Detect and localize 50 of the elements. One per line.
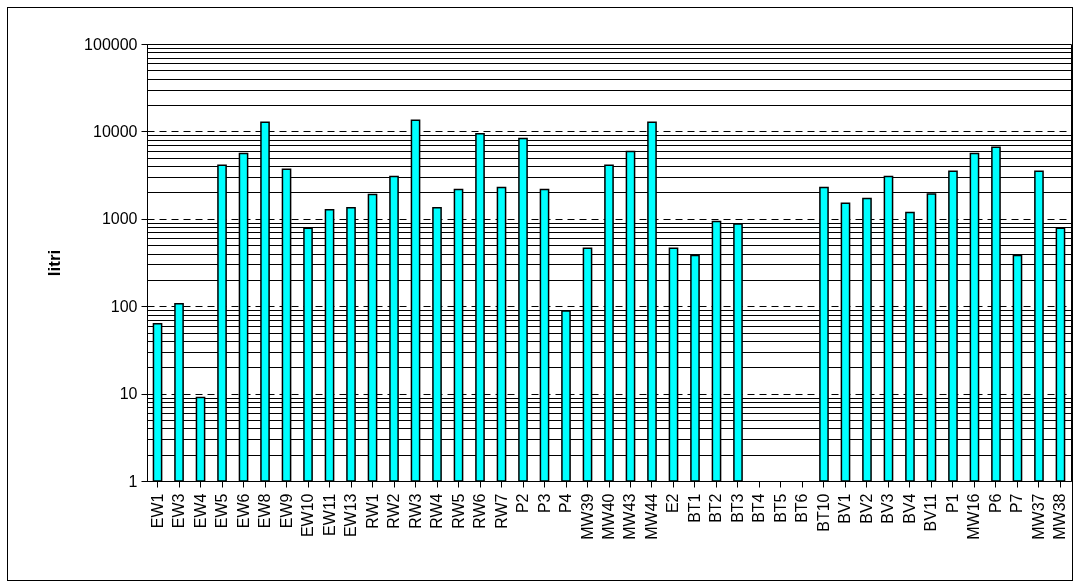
x-tick-label: EW13 (342, 493, 360, 538)
x-tick-label: P1 (943, 493, 961, 514)
x-tick-label: EW6 (234, 493, 252, 529)
x-tick-label: BT2 (707, 493, 725, 523)
x-tick-label: P2 (514, 493, 532, 514)
y-tick-label: 100000 (84, 35, 138, 53)
x-tick-label: BT1 (685, 493, 703, 523)
x-tick-label: BT3 (728, 493, 746, 523)
x-tick-label: RW5 (449, 493, 467, 529)
x-tick-label: RW1 (363, 493, 381, 529)
x-tick-label: MW39 (578, 493, 596, 540)
x-tick-label: P4 (557, 493, 574, 514)
x-tick-label: P6 (986, 493, 1004, 514)
y-axis-title: litri (45, 249, 65, 277)
x-tick-label: BV4 (900, 493, 918, 524)
x-tick-label: RW6 (471, 493, 489, 529)
x-tick-label: EW11 (320, 493, 338, 536)
x-tick-label: MW37 (1029, 493, 1047, 540)
x-tick-label: MW44 (643, 493, 660, 540)
x-tick-label: MW43 (621, 493, 639, 540)
x-tick-label: BV2 (857, 493, 875, 524)
x-tick-label: BV11 (922, 493, 940, 532)
x-tick-label: EW3 (170, 493, 188, 529)
x-tick-label: E2 (664, 493, 682, 514)
x-tick-label: MW16 (965, 493, 983, 540)
y-tick-label: 100 (110, 297, 138, 315)
x-tick-label: EW8 (256, 493, 274, 529)
x-tick-label: EW1 (148, 493, 166, 529)
y-tick-label: 10000 (93, 122, 138, 140)
x-tick-label: BT5 (771, 493, 789, 523)
x-tick-label: MW40 (600, 493, 617, 540)
x-tick-label: BV1 (836, 493, 854, 524)
x-tick-label: MW38 (1051, 493, 1069, 540)
x-tick-label: BT10 (814, 493, 832, 532)
x-tick-label: EW4 (191, 493, 209, 529)
x-tick-label: RW3 (406, 493, 424, 529)
x-tick-label: EW10 (299, 493, 317, 538)
x-tick-label: BT4 (750, 493, 768, 523)
x-tick-label: P7 (1008, 493, 1026, 514)
x-tick-label: RW4 (428, 493, 446, 529)
x-tick-label: BV3 (879, 493, 897, 524)
y-tick-label: 1000 (101, 210, 138, 228)
x-tick-label: EW9 (277, 493, 295, 529)
y-tick-label: 1 (128, 472, 138, 490)
x-tick-label: EW5 (213, 493, 231, 529)
x-tick-label: BT6 (793, 493, 811, 523)
y-tick-label: 10 (119, 385, 138, 403)
x-tick-label: RW7 (492, 493, 510, 529)
x-tick-label: RW2 (385, 493, 403, 529)
x-tick-label: P3 (535, 493, 553, 514)
